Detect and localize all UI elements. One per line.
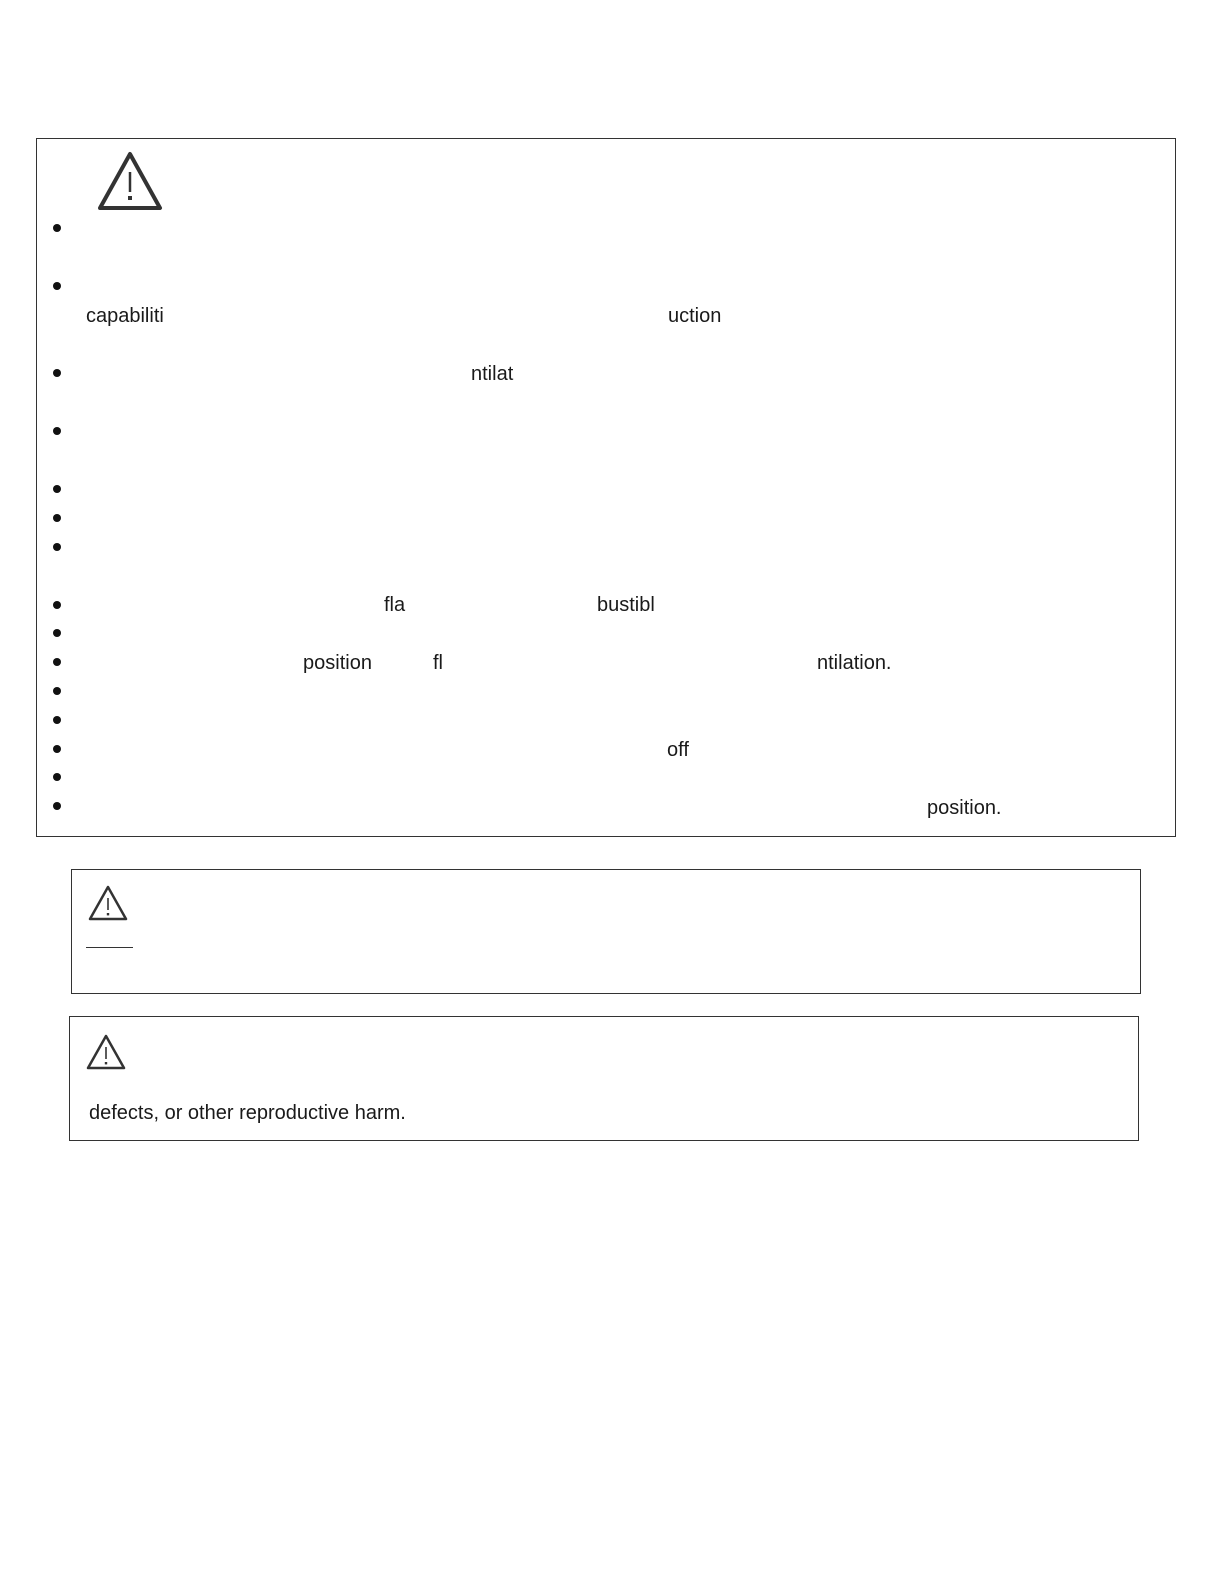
text-fragment: fl [433, 652, 443, 674]
bullet-point [53, 369, 61, 377]
bullet-point [53, 224, 61, 232]
text-fragment: uction [668, 305, 722, 327]
text-fragment: ntilation. [817, 652, 892, 674]
text-fragment: ntilat [471, 363, 514, 385]
warning-triangle-icon [98, 152, 162, 210]
bullet-point [53, 543, 61, 551]
warning-triangle-icon [88, 885, 128, 921]
warning-triangle-icon [86, 1034, 126, 1070]
bullet-point [53, 427, 61, 435]
second-warning-box [71, 869, 1141, 994]
prop65-warning-box [69, 1016, 1139, 1141]
bullet-point [53, 802, 61, 810]
bullet-point [53, 601, 61, 609]
bullet-point [53, 716, 61, 724]
bullet-point [53, 687, 61, 695]
bullet-point [53, 514, 61, 522]
text-fragment: position [303, 652, 372, 674]
prop65-text: defects, or other reproductive harm. [89, 1102, 406, 1124]
bullet-point [53, 485, 61, 493]
text-fragment: off [667, 739, 689, 761]
bullet-point [53, 282, 61, 290]
main-warning-box [36, 138, 1176, 837]
underline-mark [86, 947, 133, 948]
bullet-point [53, 658, 61, 666]
text-fragment: position. [927, 797, 1002, 819]
bullet-point [53, 629, 61, 637]
text-fragment: bustibl [597, 594, 655, 616]
text-fragment: fla [384, 594, 406, 616]
text-fragment: capabiliti [86, 305, 164, 327]
bullet-point [53, 745, 61, 753]
bullet-point [53, 773, 61, 781]
